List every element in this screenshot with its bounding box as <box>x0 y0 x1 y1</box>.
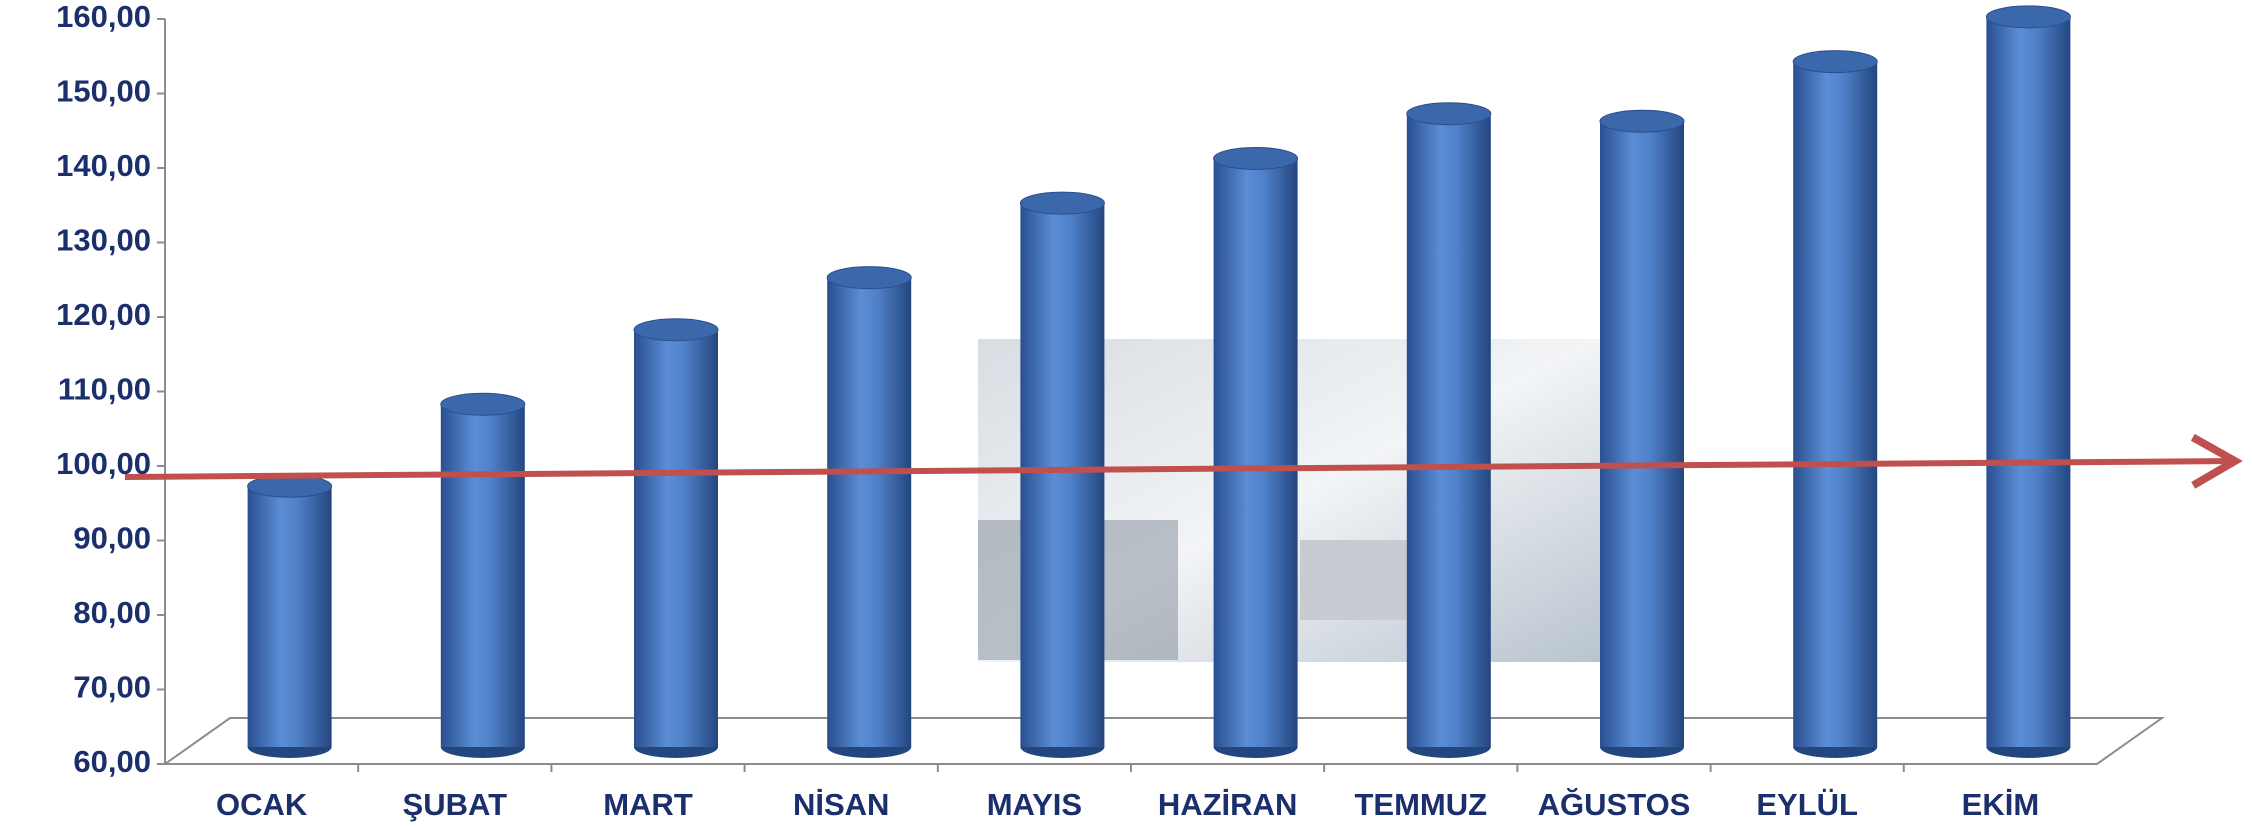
y-tick-label: 130,00 <box>56 223 151 258</box>
bar <box>1213 158 1298 747</box>
x-tick-label: EYLÜL <box>1756 787 1858 822</box>
x-tick-label: ŞUBAT <box>403 787 508 822</box>
y-tick-label: 60,00 <box>73 744 151 779</box>
bar <box>634 329 718 747</box>
x-tick-label: NİSAN <box>793 787 889 822</box>
bar-top <box>1406 102 1492 126</box>
y-tick-label: 120,00 <box>56 297 151 332</box>
bar <box>1600 121 1684 747</box>
x-tick-label: HAZİRAN <box>1158 787 1298 822</box>
bar <box>1406 113 1491 747</box>
x-tick-label: MART <box>603 787 693 822</box>
x-tick-label: AĞUSTOS <box>1538 787 1691 822</box>
bar <box>1793 61 1878 748</box>
bar-top <box>1019 191 1105 215</box>
bar-top <box>1985 5 2071 29</box>
bar <box>827 277 912 747</box>
bar-top <box>1213 146 1299 170</box>
x-tick-label: OCAK <box>216 787 308 822</box>
bar-top <box>1792 50 1878 74</box>
y-tick-label: 140,00 <box>56 148 151 183</box>
bar <box>1020 203 1105 747</box>
y-tick-label: 150,00 <box>56 74 151 109</box>
bar-top <box>1599 109 1685 133</box>
x-tick-label: EKİM <box>1962 787 2040 822</box>
y-tick-label: 80,00 <box>73 595 151 630</box>
bar-top <box>440 392 526 416</box>
bar <box>1986 16 2071 747</box>
floor <box>161 717 2166 765</box>
x-tick-label: MAYIS <box>987 787 1082 822</box>
y-tick-label: 90,00 <box>73 521 151 556</box>
bar-top <box>633 318 719 342</box>
bar <box>247 486 332 747</box>
bar <box>440 404 525 747</box>
photo-calculator <box>1300 540 1420 620</box>
y-tick-label: 70,00 <box>73 670 151 705</box>
trend-arrow <box>124 433 2243 489</box>
bar-top <box>826 266 912 290</box>
y-tick-label: 110,00 <box>58 372 151 407</box>
y-tick-label: 160,00 <box>56 0 151 34</box>
x-tick-label: TEMMUZ <box>1355 787 1488 822</box>
